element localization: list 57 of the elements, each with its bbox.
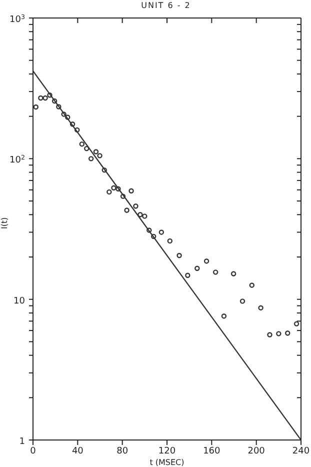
point bbox=[285, 330, 290, 336]
point bbox=[221, 314, 227, 319]
chart-title: UNIT 6 - 2 bbox=[140, 1, 192, 10]
y-axis-title: I(t) bbox=[0, 217, 9, 229]
point bbox=[33, 104, 39, 110]
point bbox=[185, 272, 190, 278]
point bbox=[47, 92, 52, 98]
point bbox=[74, 127, 80, 133]
point bbox=[204, 258, 210, 264]
point bbox=[146, 228, 152, 233]
point bbox=[240, 298, 246, 304]
x-tick-label: 0 bbox=[30, 446, 36, 456]
point bbox=[38, 95, 44, 101]
point bbox=[93, 149, 99, 154]
point bbox=[84, 146, 90, 152]
point bbox=[102, 167, 107, 173]
point bbox=[65, 114, 70, 120]
point bbox=[116, 186, 121, 192]
point bbox=[120, 194, 126, 199]
y-tick-label: 1 bbox=[19, 437, 25, 447]
point bbox=[42, 95, 48, 101]
x-tick-label: 40 bbox=[72, 446, 84, 456]
point bbox=[124, 208, 130, 213]
point bbox=[79, 141, 85, 147]
x-tick-label: 240 bbox=[292, 446, 310, 456]
point bbox=[267, 332, 272, 338]
point bbox=[133, 204, 138, 209]
point bbox=[88, 156, 94, 162]
point bbox=[167, 238, 173, 244]
y-tick-label: 10$^{2}$ bbox=[10, 154, 25, 166]
y-tick-label: 10 bbox=[14, 296, 26, 306]
point bbox=[128, 188, 134, 194]
point bbox=[56, 104, 62, 110]
point bbox=[70, 122, 76, 127]
point bbox=[158, 230, 164, 235]
point bbox=[61, 112, 66, 117]
point bbox=[111, 185, 116, 190]
x-tick-label: 160 bbox=[203, 446, 221, 456]
point bbox=[138, 212, 143, 218]
point bbox=[230, 271, 236, 276]
x-axis-title: t (MSEC) bbox=[150, 458, 184, 467]
point bbox=[52, 98, 58, 104]
point bbox=[294, 321, 300, 326]
point bbox=[194, 266, 200, 271]
point bbox=[212, 270, 218, 275]
point bbox=[151, 234, 156, 240]
x-tick-label: 80 bbox=[116, 446, 128, 456]
x-tick-label: 200 bbox=[248, 446, 266, 456]
y-tick-label: 10$^{3}$ bbox=[10, 14, 25, 25]
point bbox=[106, 189, 112, 195]
x-tick-label: 120 bbox=[158, 446, 176, 456]
point bbox=[176, 252, 182, 258]
point bbox=[142, 214, 148, 219]
point bbox=[276, 331, 282, 336]
point bbox=[258, 305, 264, 310]
point bbox=[249, 282, 254, 288]
point bbox=[97, 153, 102, 158]
